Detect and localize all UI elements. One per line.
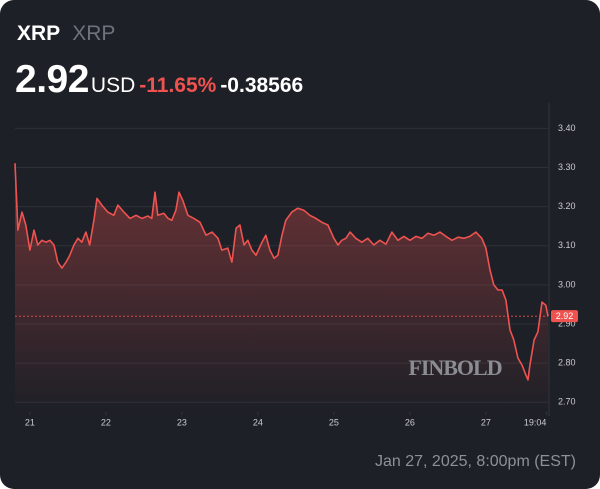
x-tick-label: 27 <box>481 417 491 427</box>
asset-name: XRP <box>72 22 116 45</box>
x-tick-label: 21 <box>25 417 35 427</box>
current-price-badge <box>551 310 578 323</box>
x-tick-label: 19:04 <box>524 417 547 427</box>
currency: USD <box>90 74 136 97</box>
x-tick-label: 25 <box>329 417 339 427</box>
price-row: 2.92 USD -11.65% -0.38566 <box>15 58 303 102</box>
timestamp: Jan 27, 2025, 8:00pm (EST) <box>375 453 576 470</box>
y-tick-label: 3.30 <box>558 162 576 172</box>
watermark: FINBOLD <box>408 355 501 380</box>
area <box>15 163 548 412</box>
asset-heading: XRP XRP <box>17 22 115 46</box>
y-tick-label: 3.10 <box>558 240 576 250</box>
y-tick-label: 2.90 <box>558 318 576 328</box>
y-tick-label: 2.70 <box>558 397 576 407</box>
x-tick-label: 23 <box>177 417 187 427</box>
x-tick-label: 22 <box>101 417 111 427</box>
y-tick-label: 3.20 <box>558 201 576 211</box>
y-tick-label: 2.80 <box>558 357 576 367</box>
x-tick-label: 24 <box>253 417 263 427</box>
y-tick-label: 3.00 <box>558 279 576 289</box>
current-price-label: 2.92 <box>556 311 574 321</box>
y-tick-label: 3.40 <box>558 123 576 133</box>
price-line <box>14 163 549 381</box>
change-percent: -11.65% <box>139 74 217 97</box>
x-tick-label: 26 <box>405 417 415 427</box>
symbol: XRP <box>17 22 61 45</box>
price: 2.92 <box>15 58 89 101</box>
change: -0.38566 <box>220 74 304 97</box>
